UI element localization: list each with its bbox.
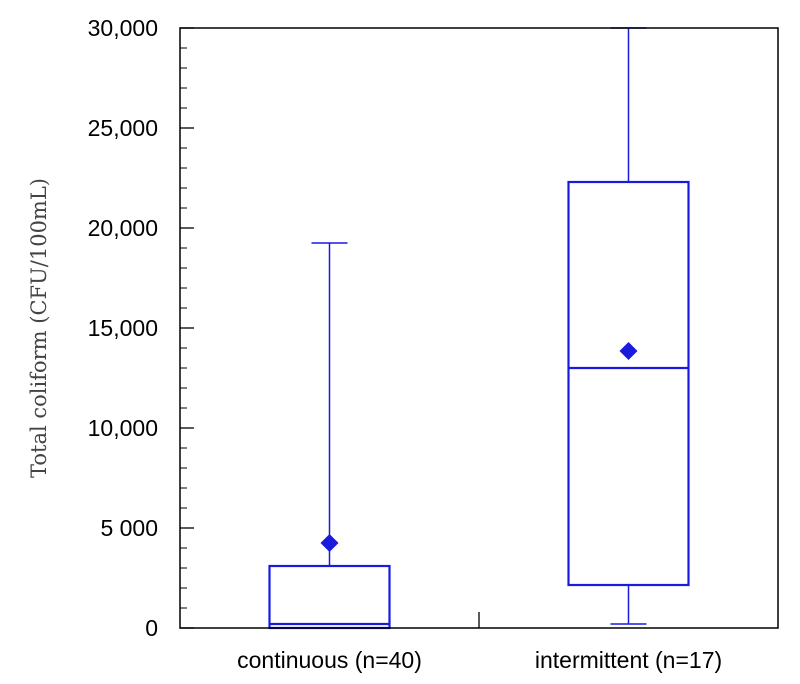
- y-axis-title: Total coliform (CFU/100mL): [27, 178, 51, 478]
- y-major-ticks: [180, 27, 194, 629]
- y-tick-label: 15,000: [88, 315, 158, 341]
- category-label: continuous (n=40): [237, 647, 422, 673]
- plot-frame: [179, 27, 779, 629]
- boxes: [268, 27, 690, 630]
- x-tick-labels: continuous (n=40) intermittent (n=17): [237, 647, 722, 673]
- y-tick-labels: 0 5 000 10,000 15,000 20,000 25,000 30,000: [88, 15, 158, 641]
- box-1: [268, 242, 391, 630]
- box-2: [567, 27, 690, 625]
- mean-marker: [619, 342, 638, 360]
- y-tick-label: 30,000: [88, 15, 158, 41]
- mean-marker: [320, 534, 339, 552]
- y-tick-label: 0: [145, 615, 158, 641]
- y-tick-label: 5 000: [100, 515, 158, 541]
- y-tick-label: 20,000: [88, 215, 158, 241]
- y-tick-label: 10,000: [88, 415, 158, 441]
- category-label: intermittent (n=17): [535, 647, 722, 673]
- iqr-box: [567, 180, 690, 587]
- iqr-box: [268, 564, 391, 630]
- y-tick-label: 25,000: [88, 115, 158, 141]
